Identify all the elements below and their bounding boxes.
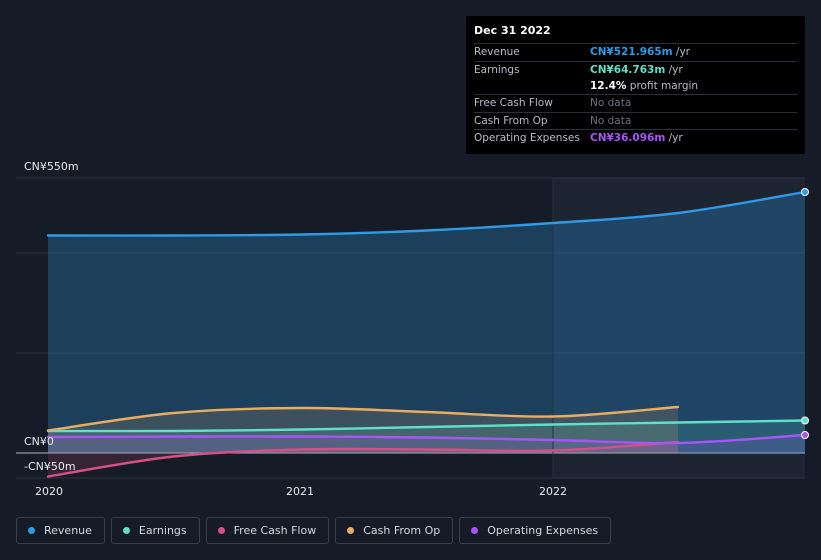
tooltip-value-wrap: CN¥521.965m /yr [590, 44, 797, 61]
tooltip-value: No data [590, 97, 632, 109]
tooltip-suffix: /yr [665, 132, 683, 144]
legend-item-cash-from-op[interactable]: Cash From Op [335, 517, 454, 544]
legend-label: Free Cash Flow [233, 524, 317, 537]
tooltip-value: CN¥64.763m [590, 63, 666, 76]
tooltip-value: CN¥521.965m [590, 46, 673, 58]
earnings-dot-icon [122, 527, 130, 534]
earnings-marker [801, 416, 809, 425]
tooltip-row-earnings: Earnings CN¥64.763m /yr [474, 60, 797, 79]
x-tick-label-2020: 2020 [35, 485, 63, 498]
tooltip-suffix: /yr [672, 46, 690, 58]
cash-from-op-area [48, 407, 678, 453]
operating-expenses-area [48, 435, 805, 453]
tooltip-value: No data [590, 114, 632, 127]
legend-item-earnings[interactable]: Earnings [110, 517, 200, 544]
tooltip-row-revenue: Revenue CN¥521.965m /yr [474, 43, 797, 61]
legend-item-free-cash-flow[interactable]: Free Cash Flow [205, 517, 330, 544]
legend-item-revenue[interactable]: Revenue [16, 517, 105, 544]
tooltip-profit-margin: 12.4% profit margin [474, 78, 797, 94]
legend-item-operating-expenses[interactable]: Operating Expenses [459, 517, 612, 544]
earnings-line [46, 419, 807, 433]
revenue-area [48, 192, 805, 453]
series-lines [46, 190, 807, 478]
grid-lines [16, 177, 805, 479]
tooltip-label: Free Cash Flow [474, 97, 553, 109]
y-tick-label-top: CN¥550m [24, 160, 79, 173]
free-cash-flow-dot-icon [217, 527, 225, 534]
tooltip-row-operating-expenses: Operating Expenses CN¥36.096m /yr [474, 129, 797, 147]
tooltip-value-wrap: CN¥64.763m /yr [590, 62, 797, 79]
legend-label: Operating Expenses [487, 524, 599, 537]
profit-margin-text: profit margin [626, 80, 699, 92]
tooltip-row-cash-from-op: Cash From Op No data [474, 111, 797, 130]
operating-expenses-marker [801, 431, 809, 439]
hover-highlight [553, 178, 805, 478]
x-tick-label-2021: 2021 [286, 485, 314, 498]
revenue-dot-icon [28, 527, 35, 534]
operating-expenses-line [46, 433, 807, 445]
tooltip-label: Revenue [474, 46, 520, 58]
tooltip-suffix: /yr [665, 63, 683, 76]
legend-label: Revenue [44, 524, 92, 537]
revenue-line [46, 190, 807, 237]
legend-label: Earnings [138, 524, 187, 537]
tooltip-value-wrap: CN¥36.096m /yr [590, 130, 797, 147]
series-markers [801, 188, 809, 439]
cash-from-op-dot-icon [347, 527, 355, 534]
tooltip-label: Operating Expenses [474, 132, 580, 144]
tooltip-value: CN¥36.096m [590, 132, 666, 144]
tooltip-label: Cash From Op [474, 114, 548, 127]
y-tick-label-bottom: -CN¥50m [24, 460, 76, 473]
cash-from-op-line [46, 405, 680, 432]
tooltip-row-free-cash-flow: Free Cash Flow No data [474, 94, 797, 112]
chart-legend: Revenue Earnings Free Cash Flow Cash Fro… [16, 517, 612, 544]
free-cash-flow-line [46, 440, 680, 478]
revenue-marker [801, 188, 809, 196]
operating-expenses-dot-icon [471, 527, 479, 534]
tooltip-date: Dec 31 2022 [474, 24, 551, 37]
x-tick-label-2022: 2022 [539, 485, 567, 498]
tooltip-label: Earnings [474, 63, 520, 76]
y-tick-label-zero: CN¥0 [24, 435, 54, 448]
legend-label: Cash From Op [363, 524, 441, 537]
series-areas [48, 192, 805, 477]
tooltip-panel: Dec 31 2022 Revenue CN¥521.965m /yr Earn… [466, 16, 805, 154]
profit-margin-value: 12.4% [590, 80, 627, 92]
